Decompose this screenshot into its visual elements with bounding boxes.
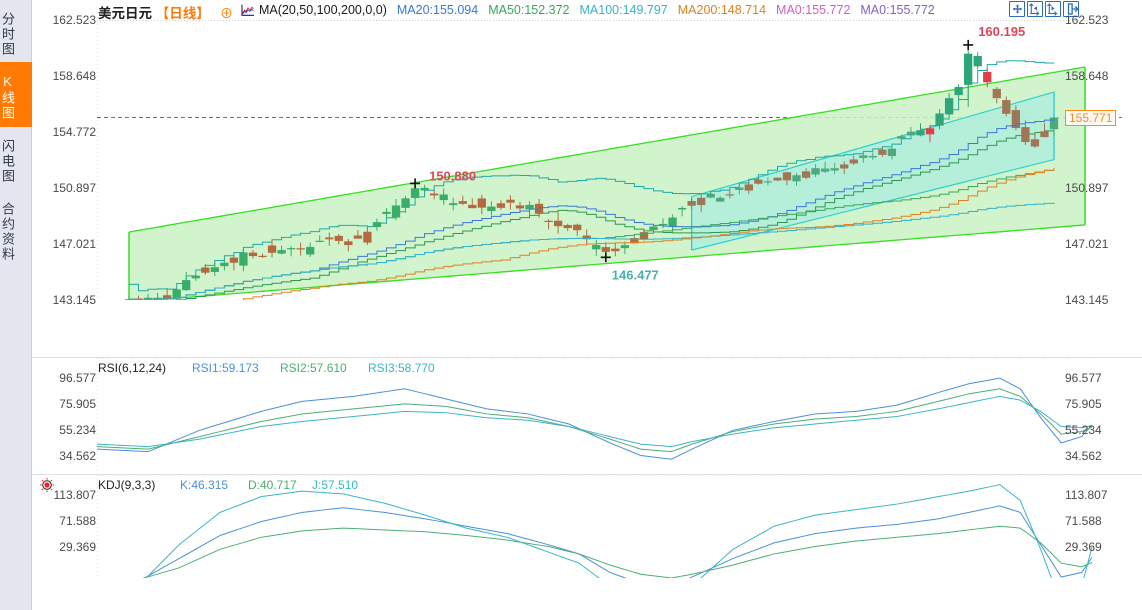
svg-text:146.477: 146.477 [612, 267, 659, 282]
svg-text:150.880: 150.880 [429, 168, 476, 183]
svg-text:160.195: 160.195 [978, 24, 1025, 39]
